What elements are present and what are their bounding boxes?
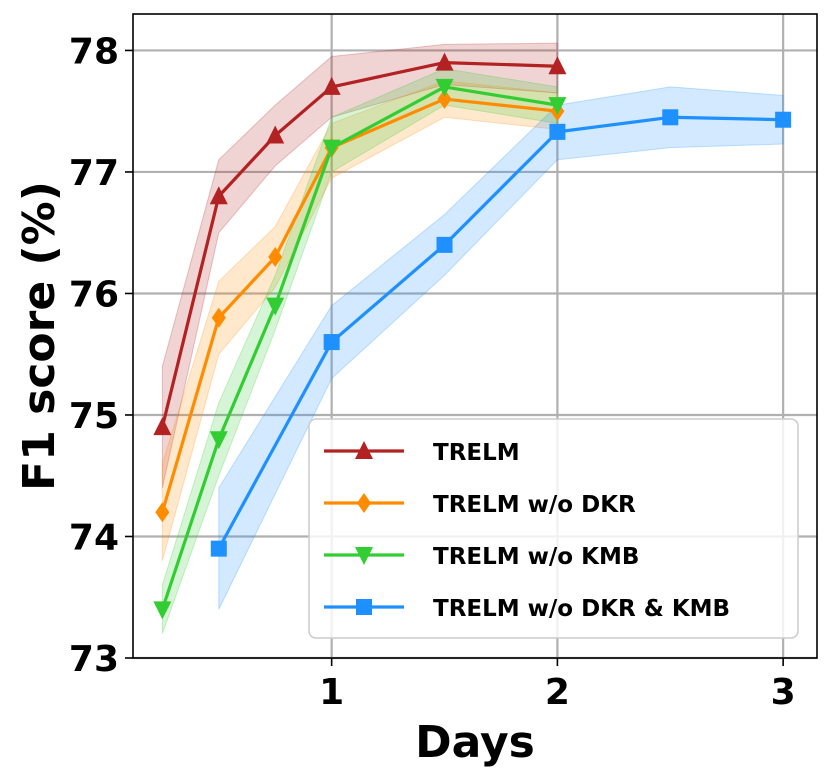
series-1-point	[209, 186, 228, 205]
series-4-point	[436, 236, 453, 253]
series-3-point	[153, 601, 172, 620]
legend: TRELM TRELM w/o DKR TRELM w/o KMB TRELM w/o…	[308, 418, 799, 639]
legend-item-3-marker	[355, 547, 373, 565]
series-3-band	[161, 68, 558, 634]
series-3-point	[548, 97, 567, 116]
series-4-line	[217, 115, 784, 550]
series-lines	[160, 61, 784, 610]
legend-item-4-marker	[356, 599, 372, 615]
plot-frame	[132, 13, 818, 659]
y-tick-label: 75	[69, 396, 119, 437]
legend-item-1-marker	[355, 441, 373, 459]
series-1-point	[322, 76, 341, 95]
series-4-point	[549, 123, 566, 140]
series-2-point	[155, 502, 170, 523]
series-1-point	[266, 125, 285, 144]
legend-box	[308, 418, 799, 639]
x-tick-label: 2	[545, 672, 570, 713]
series-2-point	[437, 89, 452, 110]
x-tick-label: 1	[319, 672, 344, 713]
series-2-line	[160, 97, 558, 513]
y-tick-label: 76	[69, 274, 119, 315]
series-4-point	[662, 109, 679, 126]
series-3-point	[209, 431, 228, 450]
y-tick-label: 77	[69, 153, 119, 194]
series-1-band	[161, 42, 558, 488]
y-tick-label: 73	[69, 639, 119, 680]
series-markers	[153, 52, 792, 620]
series-4-point	[323, 334, 340, 351]
legend-item-2-marker	[357, 493, 371, 513]
grid	[133, 14, 817, 660]
series-2-point	[268, 247, 283, 268]
series-3-line	[160, 85, 558, 610]
legend-item-4-label: TRELM w/o DKR & KMB	[433, 596, 730, 622]
x-tick-label: 3	[771, 672, 796, 713]
series-3-point	[322, 139, 341, 158]
legend-item-1-label: TRELM	[433, 440, 520, 466]
y-tick-label: 78	[69, 31, 119, 72]
legend-item-2-label: TRELM w/o DKR	[433, 492, 636, 518]
y-axis-label: F1 score (%)	[14, 181, 65, 491]
series-1-point	[153, 417, 172, 436]
series-3-point	[266, 297, 285, 316]
series-2-point	[211, 307, 226, 328]
series-3-point	[435, 78, 454, 97]
x-axis-label: Days	[415, 717, 535, 768]
series-1-point	[435, 52, 454, 71]
legend-item-3-label: TRELM w/o KMB	[433, 544, 639, 570]
y-tick-label: 74	[69, 517, 119, 558]
series-1-line	[160, 61, 558, 428]
axis-ticks: 73 74 75 76 77 78 1 2 3	[69, 31, 796, 713]
series-1-point	[548, 56, 567, 75]
series-4-point	[210, 540, 227, 557]
series-4-point	[775, 111, 792, 128]
